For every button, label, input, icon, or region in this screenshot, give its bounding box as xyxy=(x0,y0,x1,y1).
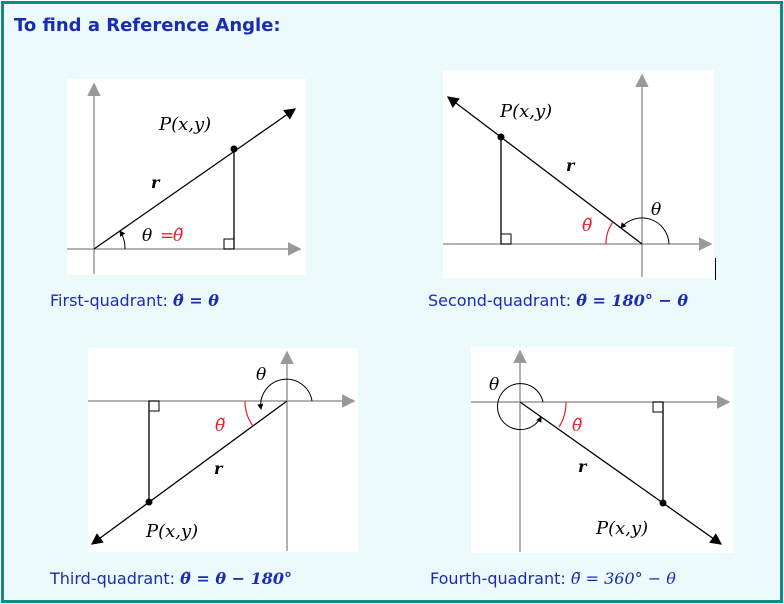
caption-formula: θ̃ = θ − 180° xyxy=(180,569,292,588)
radius-label: r xyxy=(151,173,161,192)
diagram-second-quadrant-svg: P(x,y) r θ θ̃ xyxy=(443,73,713,277)
theta-arc xyxy=(620,217,670,245)
caption-formula: θ̃ = 360° − θ xyxy=(570,569,676,588)
diagram-third-quadrant: θ θ̃ r P(x,y) xyxy=(88,348,358,552)
terminal-ray xyxy=(446,96,643,245)
theta-arc xyxy=(496,383,544,431)
reference-angle-arc xyxy=(605,221,614,245)
right-angle-mark xyxy=(652,401,664,413)
terminal-ray xyxy=(93,108,297,250)
reference-angle-label: θ̃ xyxy=(173,226,183,246)
caption-second-quadrant: Second-quadrant: θ̃ = 180° − θ xyxy=(428,291,688,310)
cursor-mark xyxy=(715,258,716,280)
caption-label: Third-quadrant: xyxy=(50,569,176,588)
theta-label: θ xyxy=(142,226,152,246)
reference-angle-label: θ̃ xyxy=(572,416,582,436)
page-title: To find a Reference Angle: xyxy=(14,15,281,36)
diagram-fourth-quadrant-svg: θ θ̃ r P(x,y) xyxy=(471,349,731,552)
theta-label: θ xyxy=(256,365,266,385)
diagram-third-quadrant-svg: θ θ̃ r P(x,y) xyxy=(88,350,356,551)
reference-angle-label: θ̃ xyxy=(582,216,592,236)
point-p xyxy=(145,498,153,506)
right-angle-mark xyxy=(223,238,235,250)
diagram-first-quadrant-svg: P(x,y) r θ = θ̃ xyxy=(67,82,302,274)
caption-formula: θ̃ = 180° − θ xyxy=(576,291,689,310)
point-label: P(x,y) xyxy=(145,521,198,542)
theta-label: θ xyxy=(489,375,499,395)
point-label: P(x,y) xyxy=(595,518,648,539)
reference-angle-label: θ̃ xyxy=(215,416,225,436)
right-angle-mark xyxy=(148,400,160,412)
point-label: P(x,y) xyxy=(499,101,552,122)
terminal-ray xyxy=(519,401,723,545)
point-p xyxy=(659,499,667,507)
terminal-ray xyxy=(90,400,288,545)
caption-fourth-quadrant: Fourth-quadrant: θ̃ = 360° − θ xyxy=(430,569,676,588)
equals-sign: = xyxy=(160,226,174,246)
point-label: P(x,y) xyxy=(158,114,211,135)
caption-first-quadrant: First-quadrant: θ̃ = θ xyxy=(50,291,219,310)
caption-label: Second-quadrant: xyxy=(428,291,572,310)
reference-angle-arc xyxy=(244,400,254,427)
theta-arc xyxy=(119,230,126,250)
caption-label: First-quadrant: xyxy=(50,291,168,310)
right-angle-mark xyxy=(500,233,512,245)
radius-label: r xyxy=(578,457,588,476)
diagram-fourth-quadrant: θ θ̃ r P(x,y) xyxy=(471,347,734,553)
caption-label: Fourth-quadrant: xyxy=(430,569,566,588)
reference-angle-arc xyxy=(558,401,567,428)
point-p xyxy=(230,145,238,153)
point-p xyxy=(497,133,505,141)
theta-arc xyxy=(257,378,313,410)
radius-label: r xyxy=(214,459,224,478)
radius-label: r xyxy=(566,156,576,175)
diagram-first-quadrant: P(x,y) r θ = θ̃ xyxy=(67,79,306,275)
caption-third-quadrant: Third-quadrant: θ̃ = θ − 180° xyxy=(50,569,292,588)
theta-label: θ xyxy=(651,200,661,220)
caption-formula: θ̃ = θ xyxy=(172,291,219,310)
diagram-second-quadrant: P(x,y) r θ θ̃ xyxy=(443,70,714,278)
